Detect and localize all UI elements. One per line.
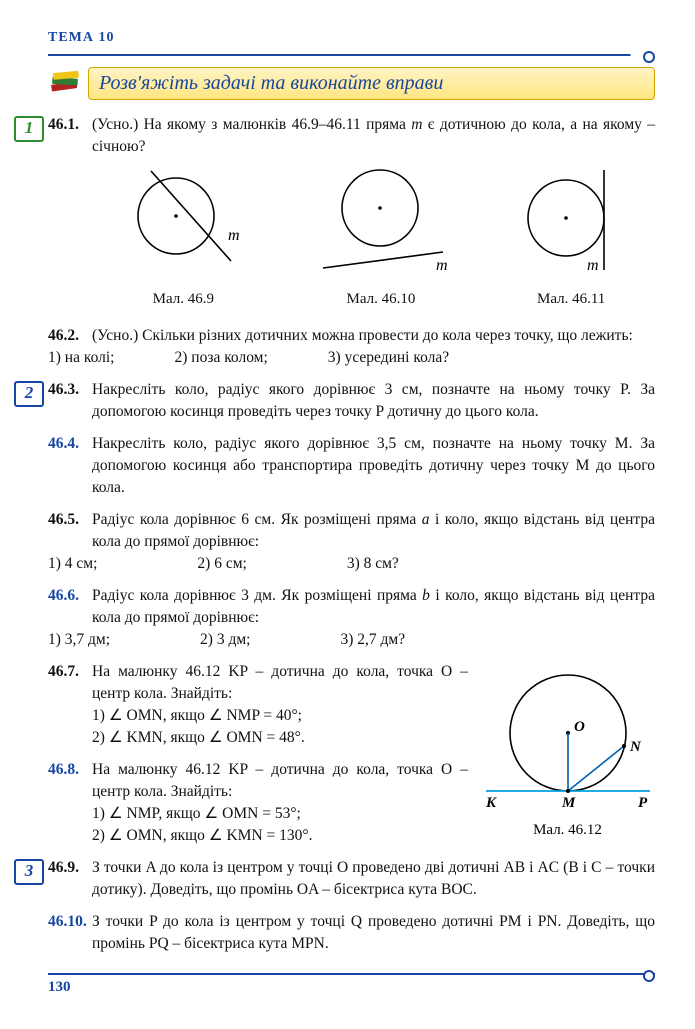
figure-label: Мал. 46.11 <box>511 289 631 310</box>
subitem: 2) ∠ OMN, якщо ∠ KMN = 130°. <box>48 825 655 847</box>
subitem: 1) ∠ NMP, якщо ∠ OMN = 53°; <box>48 803 655 825</box>
var-b: b <box>422 587 430 604</box>
problem-number: 46.8. <box>48 761 79 778</box>
problem-46-2: 46.2. (Усно.) Скільки різних дотичних мо… <box>48 325 655 369</box>
subitem: 1) 3,7 дм; <box>48 629 110 651</box>
level-badge-3: 3 <box>14 859 44 885</box>
problem-46-5: 46.5. Радіус кола дорівнює 6 см. Як розм… <box>48 509 655 575</box>
problem-46-6: 46.6. Радіус кола дорівнює 3 дм. Як розм… <box>48 585 655 651</box>
problem-text: (Усно.) На якому з малюнків 46.9–46.11 п… <box>92 116 411 133</box>
subitem: 1) ∠ OMN, якщо ∠ NMP = 40°; <box>48 705 655 727</box>
subitem: 2) поза колом; <box>174 347 267 369</box>
problem-number: 46.3. <box>48 381 79 398</box>
figure-label: Мал. 46.9 <box>116 289 251 310</box>
problem-text: Накресліть коло, радіус якого дорівнює 3… <box>48 433 655 499</box>
problem-46-10: 46.10. З точки P до кола із центром у то… <box>48 911 655 955</box>
problem-number: 46.6. <box>48 587 79 604</box>
problem-46-1: 46.1. (Усно.) На якому з малюнків 46.9–4… <box>48 114 655 315</box>
problem-number: 46.2. <box>48 327 79 344</box>
figure-46-9: m Мал. 46.9 <box>116 166 251 311</box>
problem-number: 46.4. <box>48 435 79 452</box>
problem-text: З точки P до кола із центром у точці Q п… <box>48 911 655 955</box>
problem-46-3: 46.3. Накресліть коло, радіус якого дорі… <box>48 379 655 423</box>
subitem: 2) 3 дм; <box>200 629 250 651</box>
banner-text: Розв'яжіть задачі та виконайте вправи <box>88 67 655 100</box>
level-badge-2: 2 <box>14 381 44 407</box>
section-banner: Розв'яжіть задачі та виконайте вправи <box>48 66 655 100</box>
problem-46-7: 46.7. На малюнку 46.12 KP – дотична до к… <box>48 661 655 749</box>
books-icon <box>48 66 82 100</box>
page-footer: 130 <box>48 973 655 996</box>
subitem: 1) на колі; <box>48 347 114 369</box>
problem-number: 46.10. <box>48 913 87 930</box>
page-number: 130 <box>48 979 655 996</box>
problem-46-4: 46.4. Накресліть коло, радіус якого дорі… <box>48 433 655 499</box>
problem-number: 46.1. <box>48 116 79 133</box>
subitem: 3) усередині кола? <box>328 347 449 369</box>
problem-number: 46.5. <box>48 511 79 528</box>
problem-text: На малюнку 46.12 KP – дотична до кола, т… <box>48 759 655 803</box>
level-badge-1: 1 <box>14 116 44 142</box>
label-m: m <box>436 257 448 274</box>
figure-46-11: m Мал. 46.11 <box>511 166 631 311</box>
subitem: 3) 2,7 дм? <box>340 629 405 651</box>
footer-rule <box>48 973 655 975</box>
header-rule <box>48 54 655 56</box>
figure-46-10: m Мал. 46.10 <box>308 166 453 311</box>
problem-text: Накресліть коло, радіус якого дорівнює 3… <box>48 379 655 423</box>
label-m: m <box>587 257 599 274</box>
problem-text: На малюнку 46.12 KP – дотична до кола, т… <box>48 661 655 705</box>
problem-text: З точки A до кола із центром у точці O п… <box>48 857 655 901</box>
var-m: m <box>411 116 422 133</box>
problem-46-8: 46.8. На малюнку 46.12 KP – дотична до к… <box>48 759 655 847</box>
problem-text: (Усно.) Скільки різних дотичних можна пр… <box>48 325 655 347</box>
subitem: 3) 8 см? <box>347 553 399 575</box>
topic-header: ТЕМА 10 <box>48 30 655 46</box>
subitem: 1) 4 см; <box>48 553 97 575</box>
problem-text: Радіус кола дорівнює 6 см. Як розміщені … <box>92 511 422 528</box>
problem-number: 46.7. <box>48 663 79 680</box>
label-m: m <box>228 227 240 244</box>
subitem: 2) 6 см; <box>197 553 246 575</box>
problem-text: Радіус кола дорівнює 3 дм. Як розміщені … <box>92 587 422 604</box>
problem-number: 46.9. <box>48 859 79 876</box>
problem-46-9: 46.9. З точки A до кола із центром у точ… <box>48 857 655 901</box>
figure-label: Мал. 46.10 <box>308 289 453 310</box>
subitem: 2) ∠ KMN, якщо ∠ OMN = 48°. <box>48 727 655 749</box>
